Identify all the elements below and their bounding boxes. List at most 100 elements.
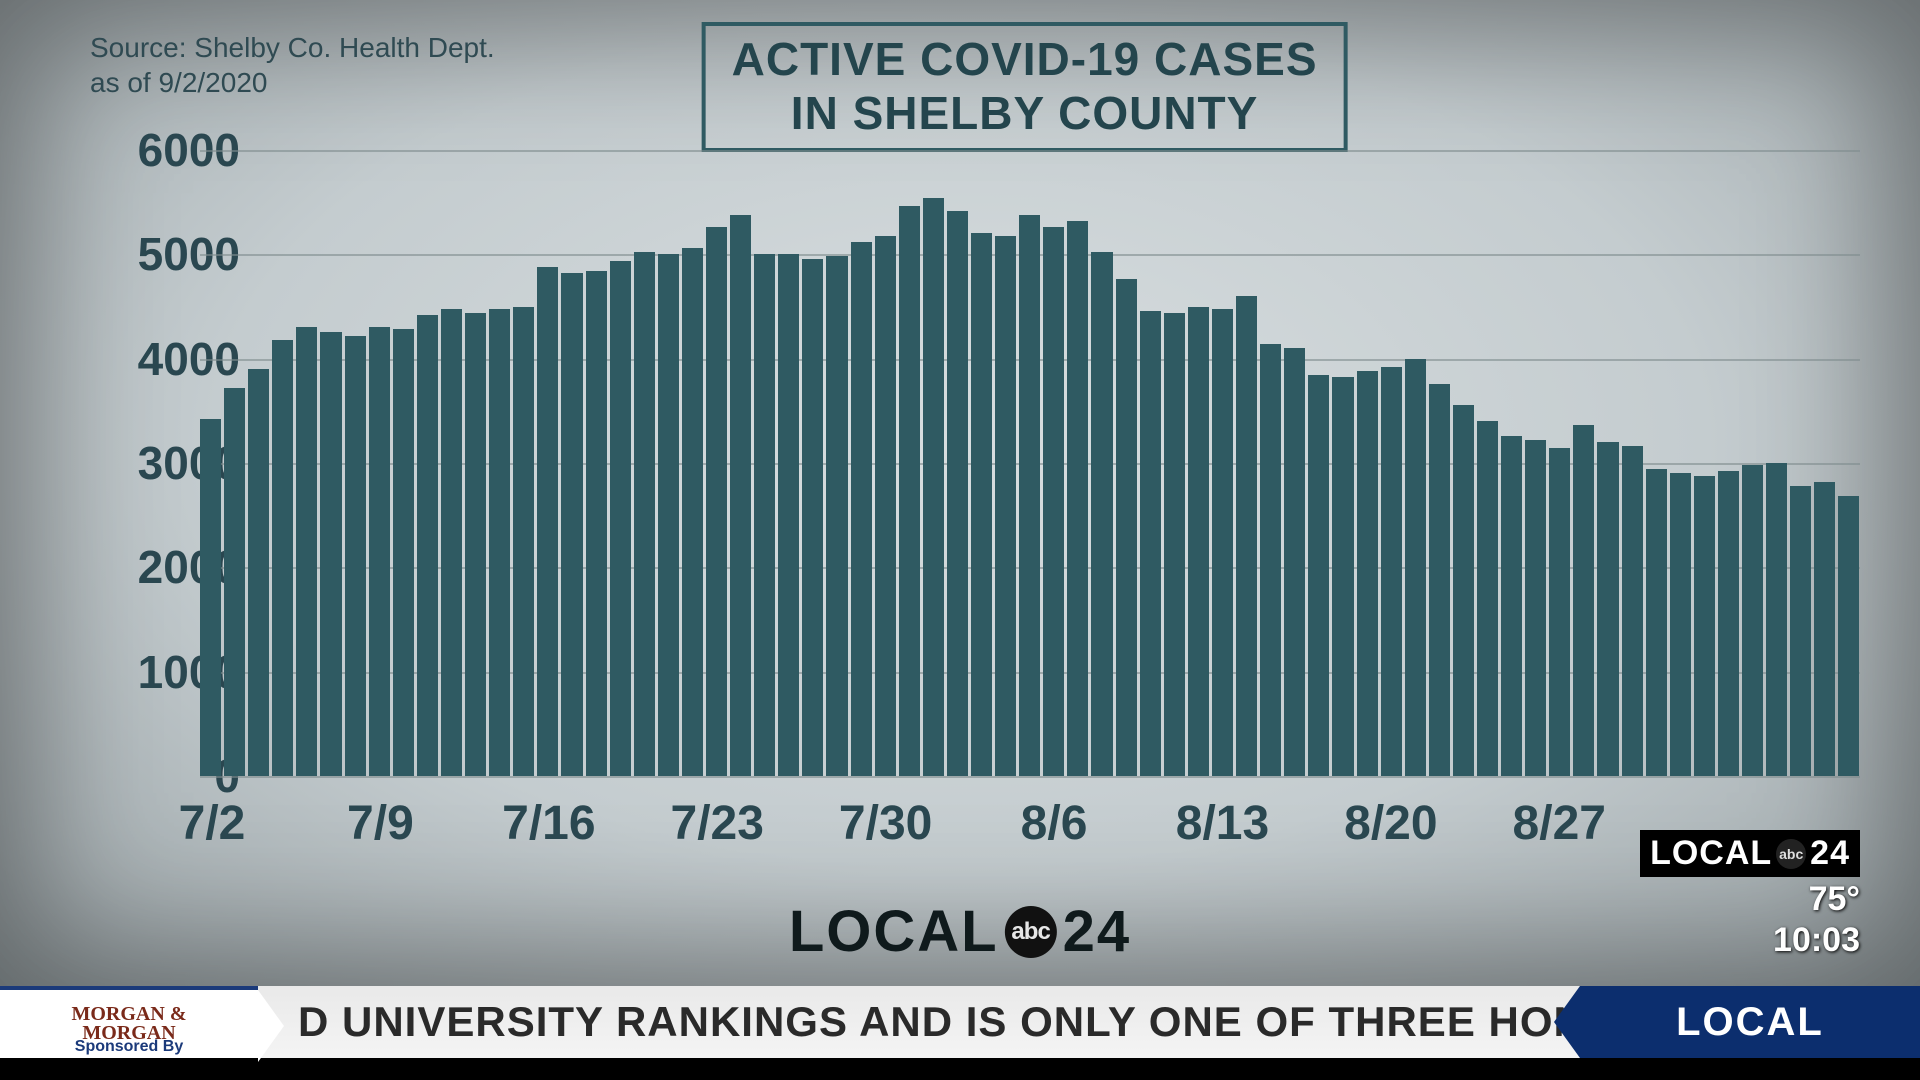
chart-bar bbox=[1405, 359, 1426, 776]
chart-title-line-2: IN SHELBY COUNTY bbox=[732, 86, 1318, 140]
chart-bar bbox=[610, 261, 631, 776]
chart-bar bbox=[1597, 442, 1618, 776]
chart-bar bbox=[272, 340, 293, 776]
chart-bar bbox=[417, 315, 438, 776]
station-logo-24: 24 bbox=[1063, 898, 1132, 965]
chart-panel: Source: Shelby Co. Health Dept. as of 9/… bbox=[0, 0, 1920, 986]
x-tick-label: 8/27 bbox=[1513, 796, 1606, 851]
chart-bar bbox=[296, 327, 317, 776]
station-logo: LOCAL abc 24 bbox=[789, 898, 1131, 965]
chart-bar bbox=[1067, 221, 1088, 776]
chart-bar bbox=[1525, 440, 1546, 776]
chart-bar bbox=[826, 256, 847, 776]
chart-bar bbox=[561, 273, 582, 776]
chart-bar bbox=[923, 198, 944, 776]
bug-temperature: 75° bbox=[1600, 881, 1860, 918]
chart-bar bbox=[369, 327, 390, 776]
chart-bar bbox=[1694, 476, 1715, 776]
chart-title-line-1: ACTIVE COVID-19 CASES bbox=[732, 32, 1318, 86]
station-bug: LOCAL abc 24 75° 10:03 bbox=[1600, 830, 1860, 960]
chart-bar bbox=[1212, 309, 1233, 776]
bug-abc-icon: abc bbox=[1776, 839, 1806, 869]
x-tick-label: 7/9 bbox=[347, 796, 414, 851]
chart-bar bbox=[706, 227, 727, 776]
chart-bar bbox=[1838, 496, 1859, 776]
chart-bar bbox=[634, 252, 655, 776]
x-tick-label: 7/23 bbox=[671, 796, 764, 851]
chart-bar bbox=[1284, 348, 1305, 776]
chart-bar bbox=[1236, 296, 1257, 776]
chart-bar bbox=[1019, 215, 1040, 776]
chart-bar bbox=[393, 329, 414, 776]
chart-bar bbox=[778, 254, 799, 776]
chart-title-box: ACTIVE COVID-19 CASES IN SHELBY COUNTY bbox=[702, 22, 1348, 152]
chart-bar bbox=[682, 248, 703, 776]
chart-bar bbox=[1477, 421, 1498, 776]
chart-bar bbox=[1549, 448, 1570, 776]
ticker-section-label: LOCAL bbox=[1580, 986, 1920, 1058]
chart-bars bbox=[200, 150, 1860, 776]
chart-bar bbox=[1116, 279, 1137, 776]
source-attribution: Source: Shelby Co. Health Dept. as of 9/… bbox=[90, 30, 495, 100]
chart-bar bbox=[1646, 469, 1667, 776]
chart-bar bbox=[754, 254, 775, 776]
chart-bar bbox=[1381, 367, 1402, 776]
source-line-1: Source: Shelby Co. Health Dept. bbox=[90, 30, 495, 65]
chart-bar bbox=[1043, 227, 1064, 776]
sponsored-by-label: Sponsored By bbox=[75, 1038, 183, 1056]
chart-bar bbox=[1357, 371, 1378, 776]
chart-bar bbox=[465, 313, 486, 776]
chart-bar bbox=[1429, 384, 1450, 776]
x-tick-label: 8/13 bbox=[1176, 796, 1269, 851]
chart-bar bbox=[995, 236, 1016, 776]
chart-bar bbox=[1164, 313, 1185, 776]
chart-bar bbox=[1091, 252, 1112, 776]
x-tick-label: 8/6 bbox=[1021, 796, 1088, 851]
chart-bar bbox=[345, 336, 366, 776]
chart-bar bbox=[537, 267, 558, 776]
chart-bar bbox=[1140, 311, 1161, 776]
bug-logo-24: 24 bbox=[1810, 834, 1850, 873]
chart-bar bbox=[1670, 473, 1691, 776]
chart-bar bbox=[441, 309, 462, 776]
chart-bar bbox=[1742, 465, 1763, 776]
bug-time: 10:03 bbox=[1600, 922, 1860, 959]
station-logo-local: LOCAL bbox=[789, 898, 999, 965]
ticker-scroll-text: D UNIVERSITY RANKINGS AND IS ONLY ONE OF… bbox=[258, 986, 1580, 1058]
x-tick-label: 7/2 bbox=[179, 796, 246, 851]
chart-bar bbox=[1308, 375, 1329, 776]
chart-bar bbox=[1766, 463, 1787, 776]
chart-bar bbox=[1332, 377, 1353, 776]
chart-bar bbox=[851, 242, 872, 776]
chart-bar bbox=[658, 254, 679, 776]
chart-bar bbox=[320, 332, 341, 776]
chart-bar bbox=[1453, 405, 1474, 776]
chart-bar bbox=[875, 236, 896, 776]
bug-logo: LOCAL abc 24 bbox=[1640, 830, 1860, 877]
chart-bar bbox=[802, 259, 823, 776]
x-tick-label: 7/16 bbox=[502, 796, 595, 851]
x-tick-label: 8/20 bbox=[1344, 796, 1437, 851]
chart-bar bbox=[248, 369, 269, 776]
chart-bar bbox=[1790, 486, 1811, 776]
chart-bar bbox=[1718, 471, 1739, 776]
chart-bar bbox=[1814, 482, 1835, 776]
bottom-black-bar bbox=[0, 1058, 1920, 1080]
chart-bar bbox=[586, 271, 607, 776]
grid-line bbox=[200, 776, 1860, 778]
chart-bar bbox=[947, 211, 968, 776]
abc-icon: abc bbox=[1005, 906, 1057, 958]
ticker-sponsor-box: MORGAN & MORGAN Sponsored By bbox=[0, 986, 258, 1058]
source-line-2: as of 9/2/2020 bbox=[90, 65, 495, 100]
chart-bar bbox=[1622, 446, 1643, 776]
chart-bar bbox=[489, 309, 510, 776]
chart-bar bbox=[1501, 436, 1522, 776]
chart-bar bbox=[899, 206, 920, 776]
chart-bar bbox=[513, 307, 534, 777]
bug-logo-local: LOCAL bbox=[1650, 834, 1772, 873]
chart-bar bbox=[1573, 425, 1594, 776]
chart-bar bbox=[1260, 344, 1281, 776]
chart-plot-area bbox=[200, 150, 1860, 776]
news-ticker: MORGAN & MORGAN Sponsored By D UNIVERSIT… bbox=[0, 986, 1920, 1058]
chart-bar bbox=[730, 215, 751, 776]
